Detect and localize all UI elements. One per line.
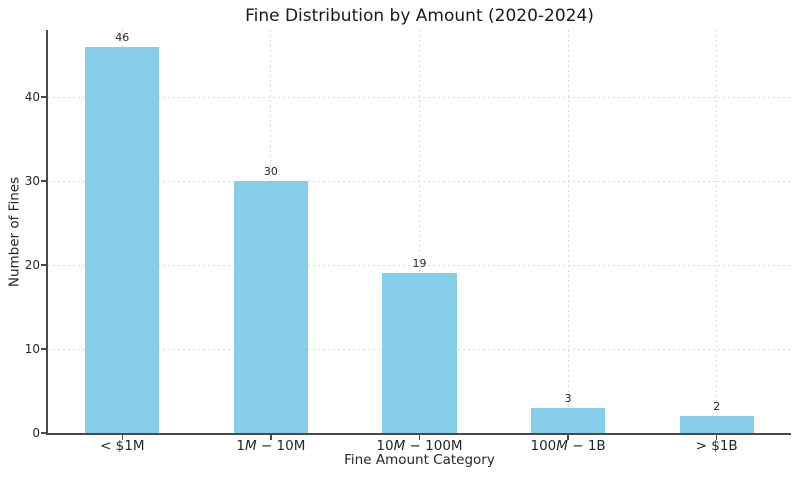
bar [530,407,606,433]
x-tick-label-segment: M [244,438,257,454]
v-gridline [567,30,569,433]
bar-value-label: 19 [412,257,427,271]
x-tick-label-segment: 10M [276,438,306,454]
y-tick-mark [41,348,46,350]
x-tick-label-segment: 1B [587,438,606,454]
bar [679,416,754,433]
y-tick-label: 40 [24,90,40,105]
y-tick-label: 0 [32,426,40,440]
x-tick-label-segment: 10 [376,438,394,454]
bar-value-label: 2 [713,400,721,414]
x-axis-label: Fine Amount Category [344,452,495,468]
y-tick-label: 20 [24,258,40,273]
x-tick-label-segment: > $1B [695,438,738,454]
x-tick-mark [567,435,569,440]
x-tick-label-segment: − [256,438,277,454]
chart-title: Fine Distribution by Amount (2020-2024) [245,6,594,26]
x-tick-label: > $1B [637,438,797,454]
x-tick-label: 100M − 1B [488,438,648,454]
y-tick-mark [41,432,46,434]
bar-value-label: 30 [263,165,278,179]
bar [85,46,160,433]
v-gridline [419,30,420,433]
x-tick-label-segment: M [393,438,406,454]
x-tick-label-segment: < $1M [100,438,145,454]
y-tick-mark [41,264,46,266]
x-tick-label: 10M − 100M [340,438,500,454]
x-tick-mark [418,435,421,440]
x-tick-label: < $1M [42,438,202,454]
x-tick-mark [716,435,718,440]
bar-value-label: 3 [564,391,572,405]
bar [233,181,309,433]
x-tick-label-segment: 100 [530,438,557,454]
x-tick-label-segment: 100M [425,438,463,454]
bar [382,273,457,433]
x-tick-mark [121,435,123,440]
x-tick-label-segment: 1 [236,438,245,454]
bar-value-label: 46 [115,30,130,44]
y-tick-label: 30 [24,174,40,189]
x-tick-label-segment: − [405,438,426,454]
y-tick-mark [41,96,46,98]
y-tick-label: 10 [24,342,40,357]
v-gridline [716,30,718,433]
x-tick-mark [270,435,272,440]
x-tick-label-segment: − [567,438,588,454]
plot-area: 46 30 19 3 2 [46,30,791,435]
x-tick-label: 1M − 10M [191,438,351,454]
x-tick-label-segment: M [556,438,568,454]
y-tick-mark [41,180,46,182]
